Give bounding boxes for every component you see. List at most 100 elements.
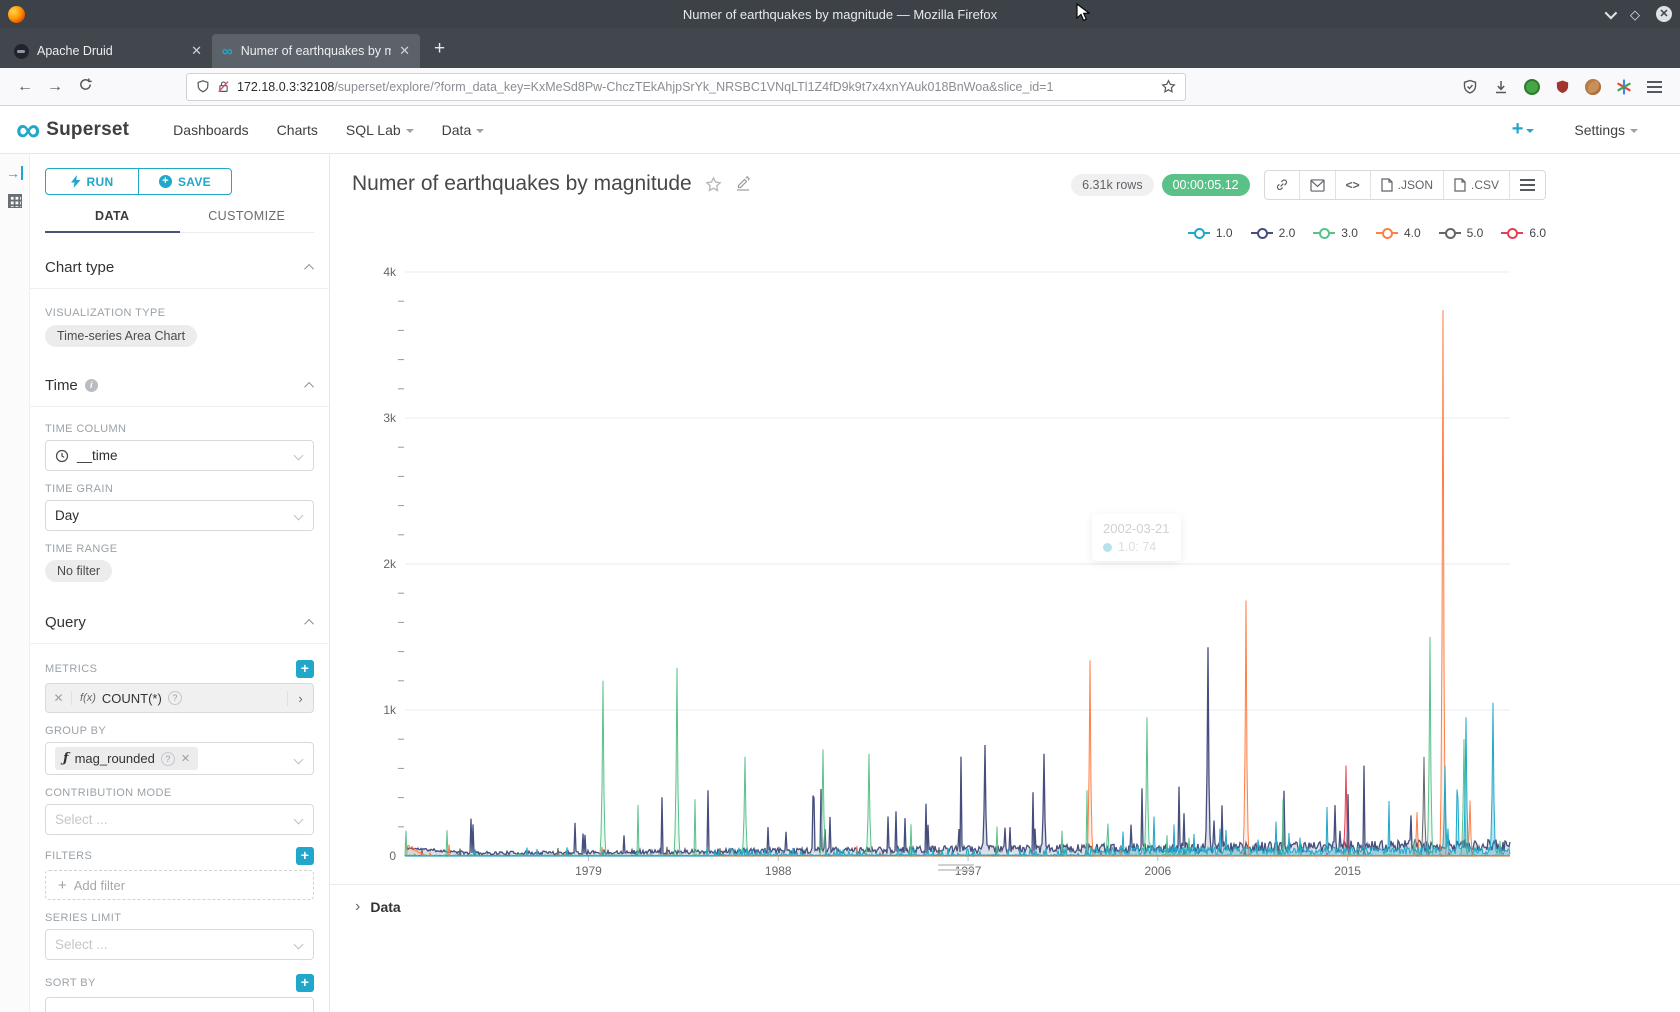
add-sort-button[interactable]: + (296, 974, 314, 992)
window-close-icon[interactable]: ✕ (1656, 6, 1672, 22)
nav-item-sqllab[interactable]: SQL Lab (346, 122, 414, 138)
chart-panel: Numer of earthquakes by magnitude 6.31k … (330, 154, 1680, 1012)
tracking-shield-icon[interactable] (196, 79, 210, 94)
group-by-select[interactable]: ƒ mag_rounded ? ✕ (45, 742, 314, 775)
new-tab-button[interactable]: + (434, 38, 445, 60)
container-asterisk-icon[interactable] (1616, 79, 1632, 95)
browser-tab-superset[interactable]: ∞ Numer of earthquakes by m ✕ (212, 34, 420, 68)
superset-logo-icon: ∞ (16, 116, 40, 144)
chevron-up-icon (304, 619, 314, 629)
time-range-value[interactable]: No filter (45, 560, 112, 582)
menu-hamburger-icon[interactable] (1647, 86, 1662, 88)
legend-item[interactable]: 5.0 (1439, 226, 1484, 240)
legend-item[interactable]: 2.0 (1251, 226, 1296, 240)
run-button[interactable]: RUN (46, 169, 138, 194)
save-button[interactable]: + SAVE (138, 169, 231, 194)
cookie-extension-icon[interactable] (1585, 79, 1601, 95)
section-chart-type[interactable]: Chart type (45, 259, 314, 276)
data-results-section[interactable]: › Data (330, 884, 1680, 916)
time-grain-label: TIME GRAIN (45, 483, 314, 495)
sort-by-select[interactable] (45, 997, 314, 1012)
tab-close-icon[interactable]: ✕ (399, 43, 410, 59)
section-query[interactable]: Query (45, 614, 314, 631)
reload-button[interactable] (70, 77, 100, 97)
series-limit-label: SERIES LIMIT (45, 912, 314, 924)
chevron-down-icon (476, 129, 484, 133)
window-maximize-icon[interactable]: ◇ (1630, 8, 1640, 21)
back-button[interactable]: ← (10, 78, 40, 96)
svg-text:1979: 1979 (575, 864, 602, 878)
expand-dataset-panel-icon[interactable]: → (6, 166, 23, 180)
time-column-select[interactable]: __time (45, 440, 314, 471)
mouse-cursor (1076, 3, 1092, 23)
svg-text:2015: 2015 (1334, 864, 1361, 878)
superset-brand[interactable]: ∞ Superset (16, 116, 129, 144)
ublock-shield-icon[interactable] (1555, 79, 1570, 95)
remove-metric-icon[interactable]: ✕ (46, 691, 72, 705)
edit-pencil-icon[interactable] (735, 176, 751, 192)
url-path: /superset/explore/?form_data_key=KxMeSd8… (334, 80, 1053, 94)
legend-item[interactable]: 4.0 (1376, 226, 1421, 240)
download-icon[interactable] (1493, 79, 1509, 95)
export-json-button[interactable]: .JSON (1370, 171, 1443, 199)
nav-item-charts[interactable]: Charts (277, 122, 318, 138)
svg-text:0: 0 (389, 849, 396, 863)
tab-customize[interactable]: CUSTOMIZE (180, 203, 315, 232)
legend-item[interactable]: 1.0 (1188, 226, 1233, 240)
chart-title: Numer of earthquakes by magnitude (352, 172, 692, 196)
section-time[interactable]: Time i (45, 377, 314, 394)
forward-button[interactable]: → (40, 78, 70, 96)
chevron-down-icon (294, 940, 304, 950)
chevron-up-icon (304, 264, 314, 274)
pocket-shield-icon[interactable] (1462, 79, 1478, 95)
url-text[interactable]: 172.18.0.3:32108/superset/explore/?form_… (237, 80, 1154, 94)
add-filter-dropzone[interactable]: + Add filter (45, 870, 314, 900)
legend-item[interactable]: 3.0 (1313, 226, 1358, 240)
window-minimize-icon[interactable] (1605, 6, 1618, 19)
timeseries-area-chart[interactable]: 01k2k3k4k19791988199720062015 (330, 240, 1680, 880)
group-by-chip[interactable]: ƒ mag_rounded ? ✕ (55, 747, 198, 770)
nav-item-data[interactable]: Data (442, 122, 485, 138)
remove-chip-icon[interactable]: ✕ (181, 752, 190, 765)
add-metric-button[interactable]: + (296, 660, 314, 678)
expand-metric-icon[interactable]: › (287, 691, 313, 706)
settings-menu[interactable]: Settings (1574, 122, 1638, 138)
viz-type-value[interactable]: Time-series Area Chart (45, 325, 197, 347)
group-by-value: mag_rounded (75, 751, 155, 766)
legend-marker-icon (1376, 228, 1398, 238)
tab-label: Numer of earthquakes by m (241, 44, 391, 58)
chevron-down-icon (1630, 129, 1638, 133)
metric-item[interactable]: ✕ f(x) COUNT(*) ? › (45, 683, 314, 713)
contribution-mode-select[interactable]: Select ... (45, 804, 314, 835)
insecure-lock-icon[interactable] (217, 79, 230, 94)
bookmark-star-icon[interactable] (1161, 79, 1176, 94)
legend-marker-icon (1313, 228, 1335, 238)
url-bar[interactable]: 172.18.0.3:32108/superset/explore/?form_… (186, 73, 1186, 101)
new-chart-button[interactable]: + (1512, 118, 1535, 141)
nav-item-dashboards[interactable]: Dashboards (173, 122, 249, 138)
tab-data[interactable]: DATA (45, 203, 180, 232)
tab-label: Apache Druid (37, 44, 183, 58)
add-filter-button[interactable]: + (296, 847, 314, 865)
series-limit-select[interactable]: Select ... (45, 929, 314, 960)
svg-text:1988: 1988 (765, 864, 792, 878)
dataset-grid-icon[interactable] (8, 194, 22, 208)
url-host: 172.18.0.3:32108 (237, 80, 334, 94)
more-options-button[interactable] (1509, 171, 1545, 199)
resize-drag-handle[interactable] (938, 864, 974, 874)
file-icon (1454, 178, 1466, 192)
file-icon (1381, 178, 1393, 192)
copy-link-button[interactable] (1265, 171, 1299, 199)
email-button[interactable] (1299, 171, 1335, 199)
embed-code-button[interactable]: <> (1335, 171, 1370, 199)
legend-item[interactable]: 6.0 (1501, 226, 1546, 240)
privacy-badger-icon[interactable] (1524, 79, 1540, 95)
metrics-label: METRICS + (45, 660, 314, 678)
favorite-star-icon[interactable] (705, 176, 722, 193)
time-grain-select[interactable]: Day (45, 500, 314, 531)
tooltip-value: 1.0: 74 (1118, 540, 1156, 554)
export-csv-button[interactable]: .CSV (1443, 171, 1509, 199)
browser-tab-druid[interactable]: Apache Druid ✕ (4, 34, 212, 68)
link-icon (1275, 178, 1289, 192)
tab-close-icon[interactable]: ✕ (191, 43, 202, 59)
